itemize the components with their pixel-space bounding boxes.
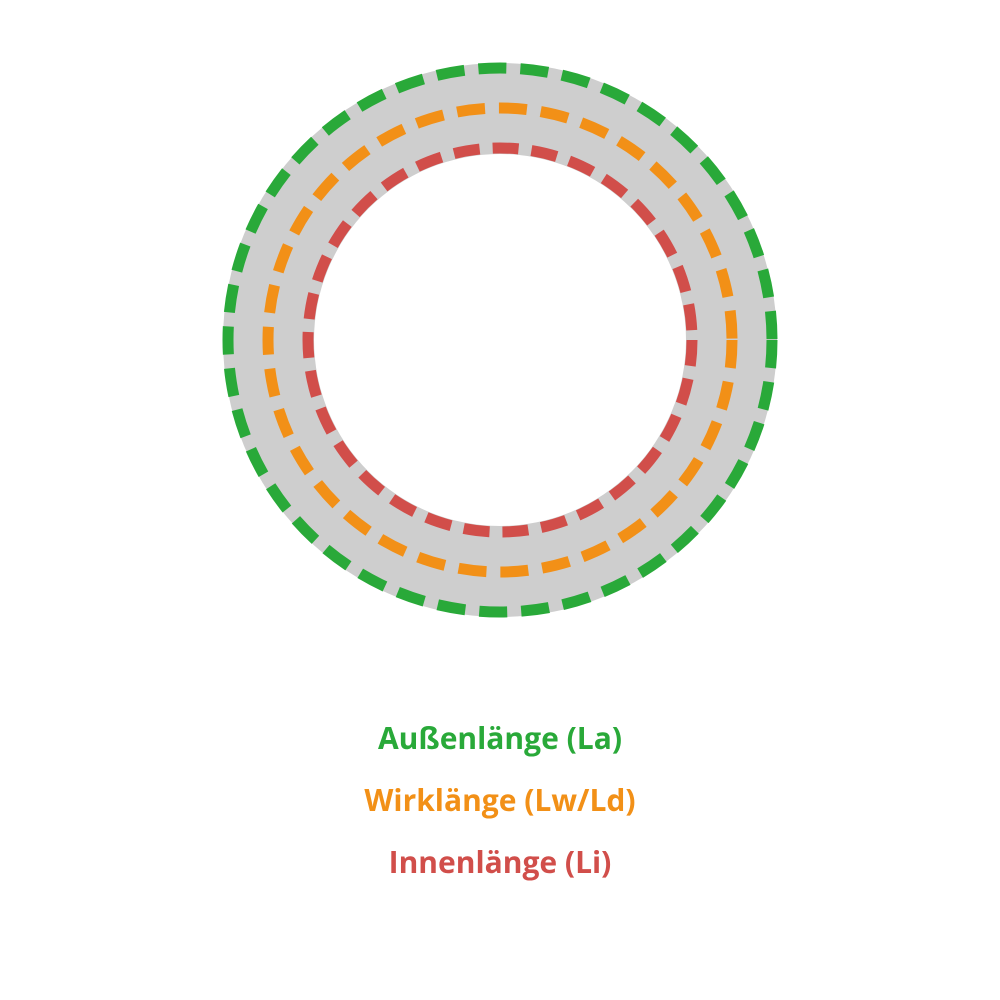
belt-ring-diagram <box>220 60 780 620</box>
legend-item-outer: Außenlänge (La) <box>0 720 1000 756</box>
legend-item-inner: Innenlänge (Li) <box>0 844 1000 880</box>
legend-item-middle: Wirklänge (Lw/Ld) <box>0 782 1000 818</box>
legend: Außenlänge (La) Wirklänge (Lw/Ld) Innenl… <box>0 720 1000 906</box>
ring-svg <box>220 60 780 620</box>
